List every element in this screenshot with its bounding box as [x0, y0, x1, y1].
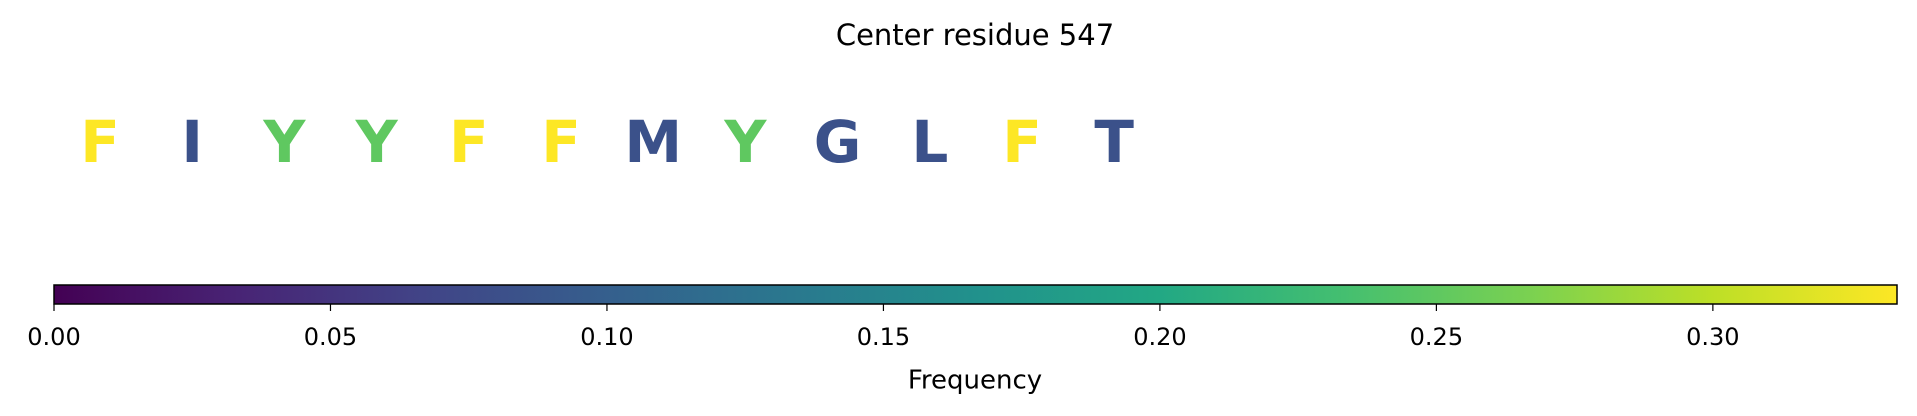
residue-letter: G [814, 108, 862, 176]
chart-title: Center residue 547 [836, 18, 1114, 52]
x-tick-label: 0.15 [857, 323, 910, 351]
residue-letter: F [449, 108, 489, 176]
residue-letter: Y [355, 108, 399, 176]
x-tick-label: 0.00 [27, 323, 80, 351]
residue-letter: T [1094, 108, 1134, 176]
residue-letter: M [624, 108, 682, 176]
x-tick-label: 0.25 [1410, 323, 1463, 351]
residue-letter: L [911, 108, 948, 176]
residue-letter: Y [262, 108, 306, 176]
residue-letter: Y [723, 108, 767, 176]
x-axis-label: Frequency [908, 366, 1042, 396]
residue-letter: F [541, 108, 581, 176]
x-tick-label: 0.30 [1686, 323, 1739, 351]
x-tick-label: 0.10 [580, 323, 633, 351]
residue-letter: I [181, 108, 203, 176]
colorbar [53, 284, 1898, 305]
residue-letter: F [1002, 108, 1042, 176]
residue-letter: F [80, 108, 120, 176]
x-tick-label: 0.20 [1133, 323, 1186, 351]
x-tick-label: 0.05 [304, 323, 357, 351]
